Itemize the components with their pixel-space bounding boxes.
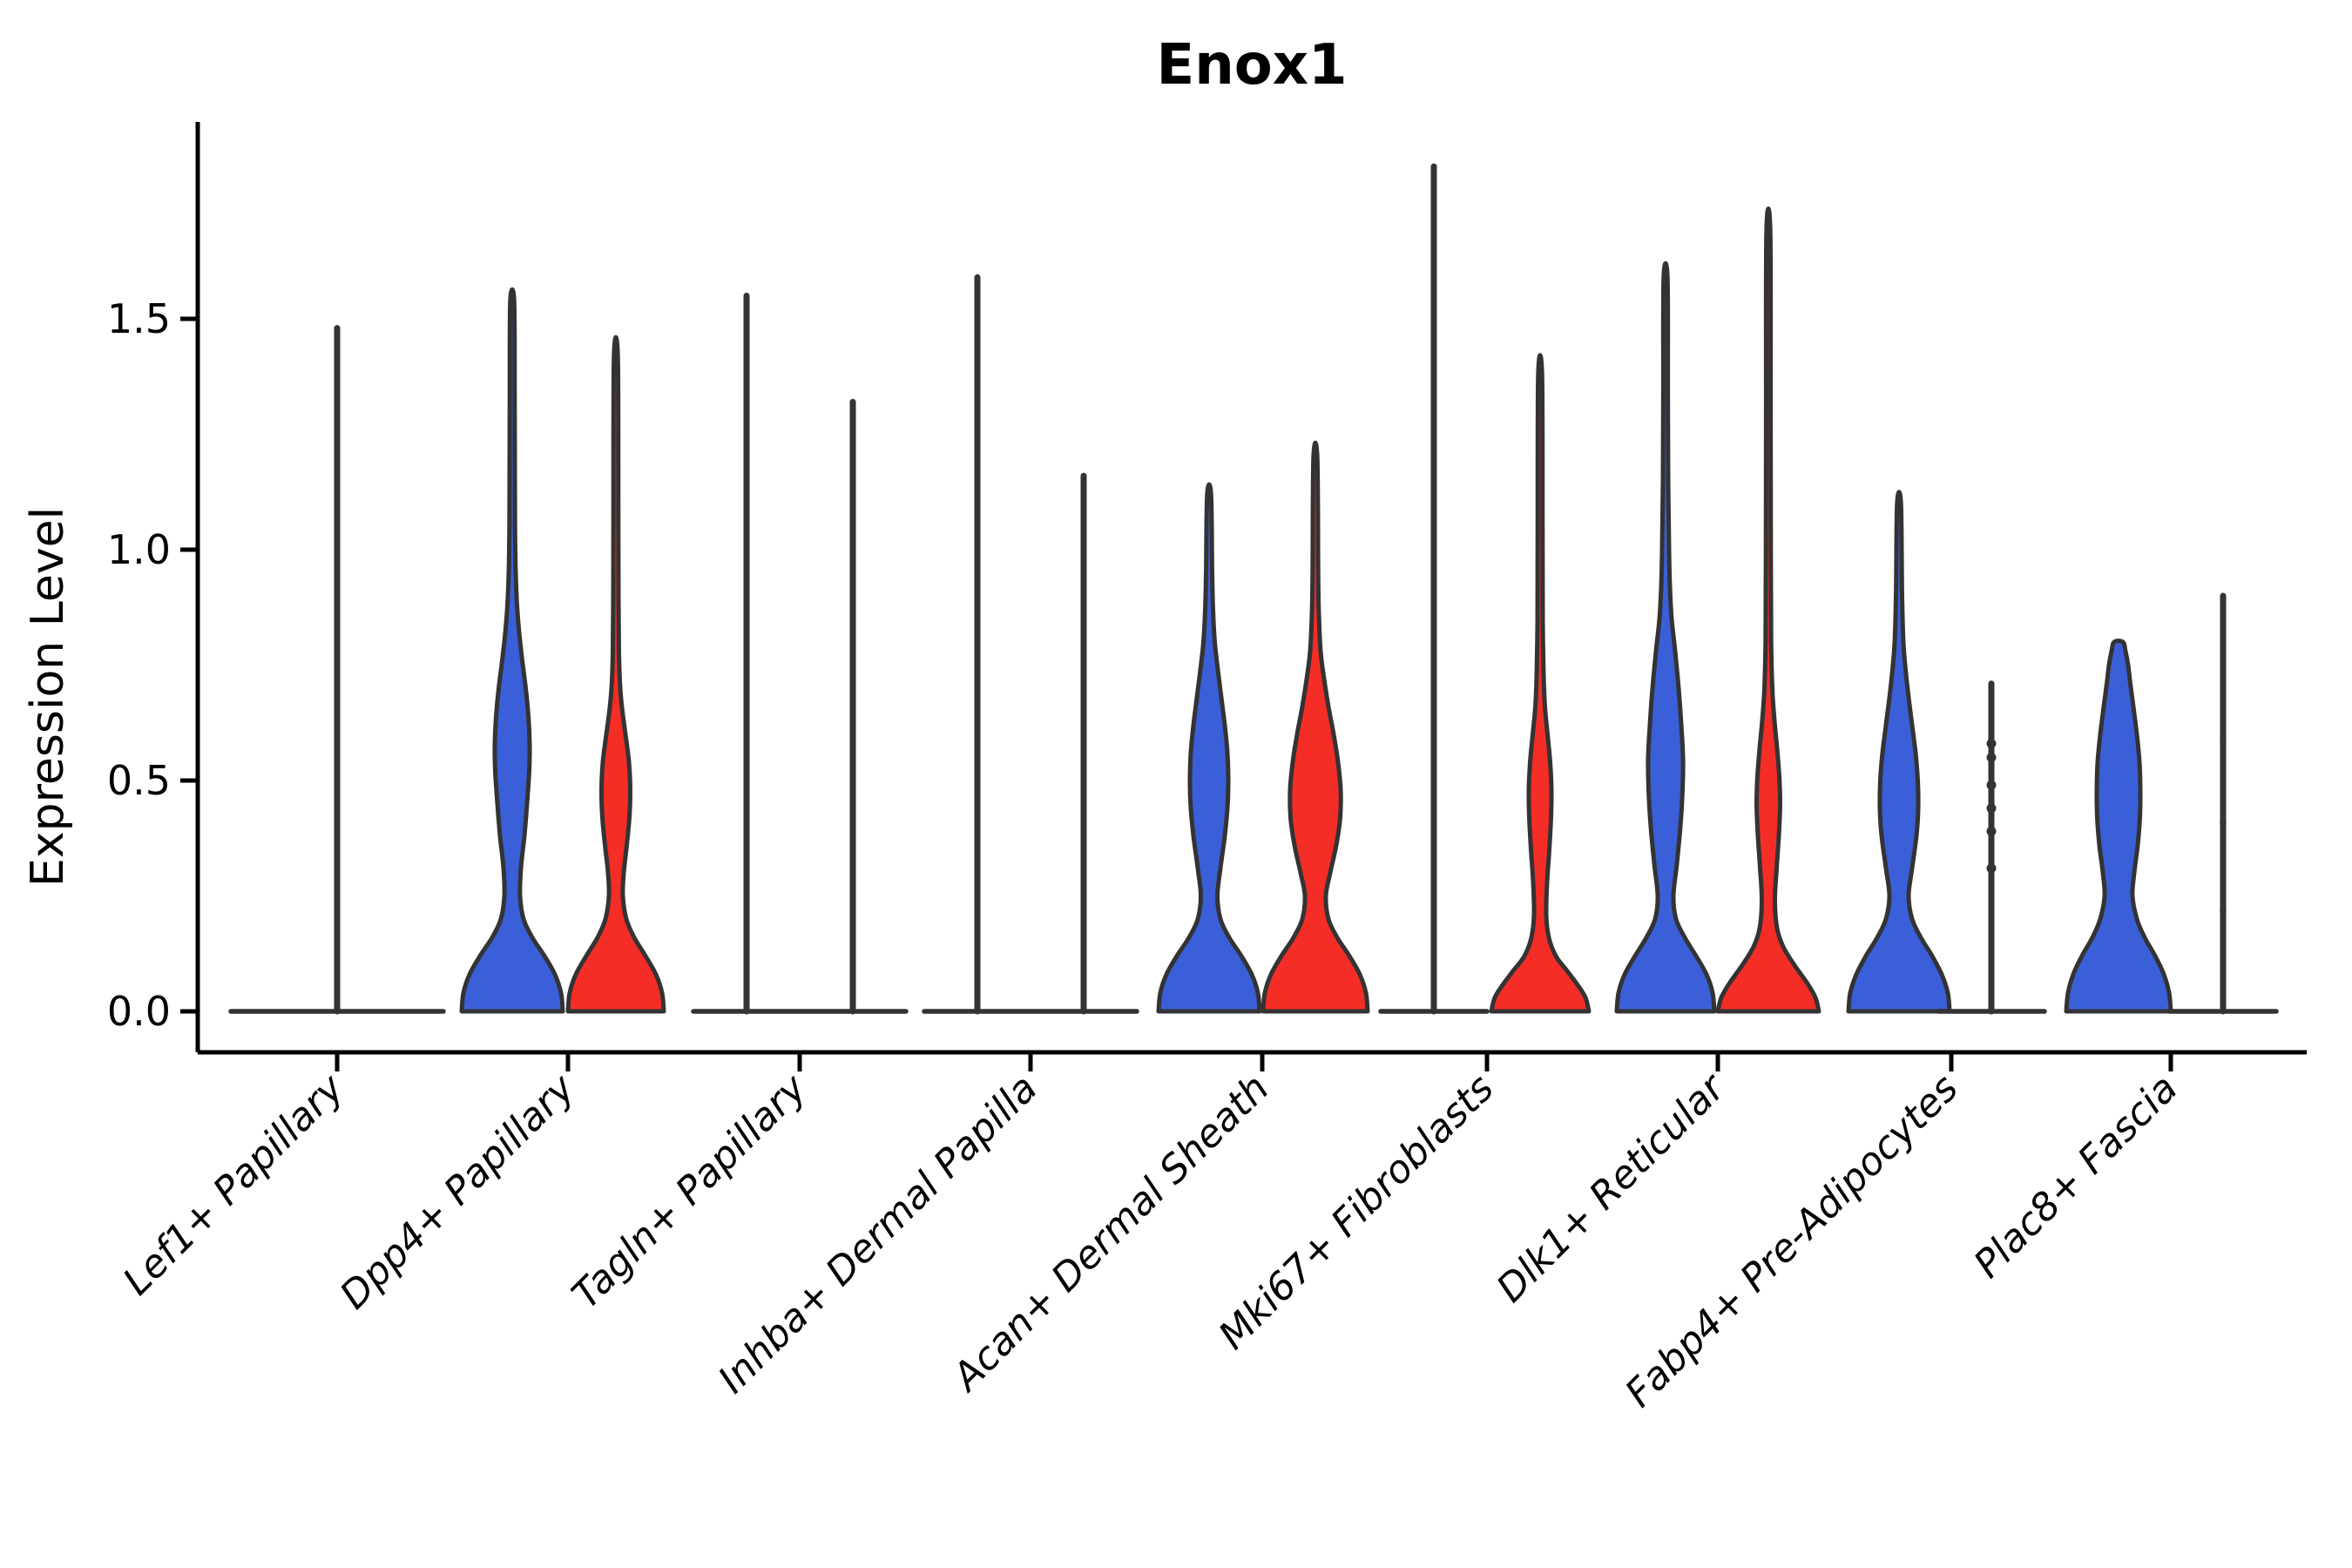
violin-red — [565, 335, 666, 1014]
violin-blue — [2064, 639, 2173, 1014]
violin-blue — [459, 287, 565, 1014]
spike-point — [1986, 739, 1997, 749]
violin-blue — [1846, 490, 1952, 1014]
y-tick-label: 1.5 — [107, 295, 171, 342]
axes: 0.0 0.5 1.0 1.5 — [107, 122, 2307, 1071]
spike-point-faint — [2220, 735, 2227, 743]
violin-blue — [1614, 260, 1717, 1014]
y-tick-label: 0.5 — [107, 757, 171, 804]
y-axis-label: Expression Level — [22, 507, 74, 887]
violin-red — [1260, 440, 1370, 1014]
chart-title: Enox1 — [1156, 33, 1347, 98]
spike-point — [1986, 753, 1997, 762]
violin-marks — [228, 163, 2279, 1015]
y-tick-label: 0.0 — [107, 988, 171, 1035]
violin-red — [1489, 353, 1592, 1014]
spike-point-faint — [2220, 906, 2227, 914]
violin-red — [1715, 206, 1821, 1014]
spike-point — [1986, 780, 1997, 790]
y-tick-label: 1.0 — [107, 526, 171, 573]
spike-point — [1986, 826, 1997, 836]
spike-point — [1986, 803, 1997, 814]
spike-point-faint — [2220, 818, 2227, 826]
violin-blue — [1156, 482, 1262, 1014]
spike-point — [1986, 863, 1997, 874]
